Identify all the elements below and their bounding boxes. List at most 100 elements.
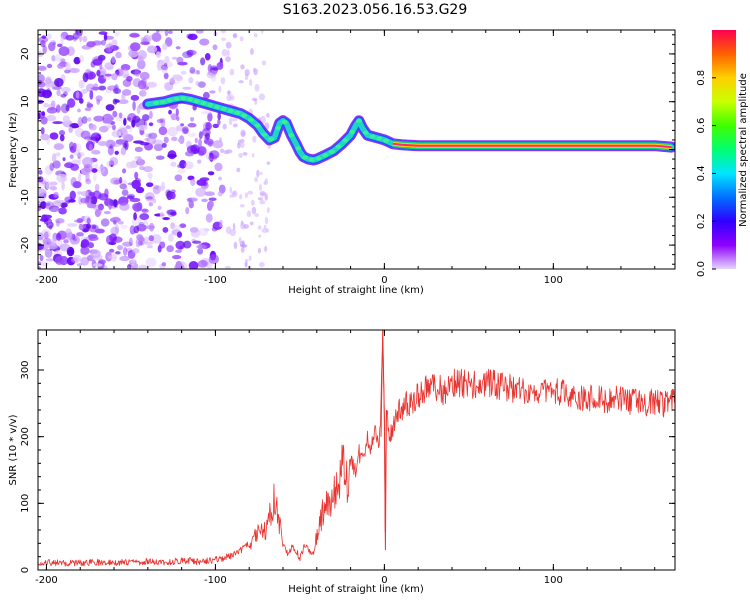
spectrogram-noise-blob: [53, 143, 65, 151]
spectrogram-noise-blob: [219, 219, 223, 226]
spectrogram-noise-blob: [51, 55, 56, 62]
spectrogram-noise-blob: [44, 248, 53, 258]
spectrogram-scatter-layer: [38, 30, 271, 269]
spectrogram-noise-blob: [166, 245, 174, 253]
spectrogram-noise-blob: [120, 224, 128, 229]
spectrogram-noise-blob: [229, 68, 235, 76]
spectrogram-noise-blob: [109, 157, 119, 166]
spectrogram-noise-blob: [231, 190, 238, 198]
spectrogram-noise-blob: [259, 171, 263, 176]
spectrogram-ridge-highlight: [288, 133, 295, 138]
spectrogram-noise-blob: [143, 241, 154, 245]
spectrogram-ridge-highlight: [160, 99, 167, 104]
spectrogram-noise-blob: [92, 173, 97, 182]
spectrogram-noise-blob: [38, 237, 44, 241]
spectrogram-noise-blob: [205, 122, 212, 131]
spectrogram-noise-blob: [184, 161, 194, 170]
spectrogram-noise-blob: [204, 132, 211, 140]
spectrogram-noise-blob: [190, 178, 196, 186]
spectrogram-noise-blob: [56, 232, 62, 241]
spectrogram-noise-blob: [161, 142, 167, 148]
spectrogram-noise-blob: [115, 251, 121, 255]
spectrogram-noise-blob: [129, 197, 141, 203]
spectrogram-noise-blob: [139, 71, 150, 80]
spectrogram-y-tick-label: 10: [20, 95, 31, 108]
spectrogram-noise-blob: [145, 257, 157, 267]
spectrogram-ridge-highlight: [214, 104, 221, 109]
spectrogram-noise-blob: [225, 56, 231, 63]
spectrogram-noise-blob: [127, 193, 136, 199]
spectrogram-noise-blob: [77, 30, 83, 37]
spectrogram-noise-blob: [122, 241, 133, 247]
spectrogram-noise-blob: [208, 140, 213, 147]
spectrogram-noise-blob: [179, 223, 187, 228]
spectrogram-noise-blob: [108, 248, 115, 253]
spectrogram-noise-blob: [60, 103, 70, 114]
spectrogram-noise-blob: [159, 117, 166, 124]
colorbar-tick-label: 0.6: [696, 118, 707, 134]
spectrogram-noise-blob: [253, 33, 258, 38]
spectrogram-noise-blob: [240, 138, 245, 144]
spectrogram-noise-blob: [93, 115, 105, 122]
spectrogram-noise-blob: [119, 202, 130, 211]
spectrogram-noise-blob: [158, 185, 165, 191]
spectrogram-noise-blob: [221, 49, 228, 57]
spectrogram-noise-blob: [132, 203, 142, 212]
spectrogram-noise-blob: [162, 217, 170, 221]
spectrogram-noise-blob: [77, 116, 83, 127]
spectrogram-noise-blob: [103, 210, 111, 215]
spectrogram-noise-blob: [155, 155, 165, 160]
spectrogram-noise-blob: [175, 46, 181, 50]
spectrogram-noise-blob: [105, 251, 113, 262]
spectrogram-noise-blob: [56, 173, 68, 183]
spectrogram-noise-blob: [200, 57, 206, 66]
spectrogram-noise-blob: [60, 93, 67, 98]
colorbar-tick-label: 0.4: [696, 165, 707, 181]
spectrogram-noise-blob: [199, 38, 210, 46]
spectrogram-noise-blob: [58, 207, 67, 215]
spectrogram-noise-blob: [126, 117, 132, 121]
spectrogram-noise-blob: [208, 254, 220, 265]
spectrogram-noise-blob: [111, 141, 122, 147]
spectrogram-ridge-highlight: [207, 103, 214, 108]
spectrogram-noise-blob: [43, 102, 49, 108]
spectrogram-noise-blob: [204, 191, 215, 197]
spectrogram-noise-blob: [60, 86, 71, 93]
spectrogram-noise-blob: [266, 112, 270, 118]
spectrogram-noise-blob: [195, 187, 207, 197]
spectrogram-noise-blob: [87, 117, 92, 122]
spectrogram-ridge-highlight: [274, 125, 281, 130]
spectrogram-noise-blob: [266, 206, 270, 214]
spectrogram-noise-blob: [187, 122, 197, 128]
spectrogram-noise-blob: [211, 67, 219, 71]
spectrogram-noise-blob: [129, 225, 135, 235]
spectrogram-noise-blob: [96, 69, 101, 77]
spectrogram-noise-blob: [148, 202, 154, 207]
spectrogram-noise-blob: [145, 196, 153, 200]
spectrogram-noise-blob: [92, 263, 103, 267]
spectrogram-noise-blob: [257, 225, 262, 230]
colorbar-tick-label: 0.8: [696, 70, 707, 86]
spectrogram-noise-blob: [62, 115, 70, 123]
spectrogram-noise-blob: [244, 258, 249, 263]
spectrogram-noise-blob: [146, 245, 153, 249]
spectrogram-noise-blob: [85, 178, 92, 185]
spectrogram-noise-blob: [46, 202, 51, 206]
spectrogram-noise-blob: [61, 181, 65, 191]
spectrogram-noise-blob: [264, 193, 268, 201]
spectrogram-noise-blob: [120, 64, 131, 71]
spectrogram-noise-blob: [38, 200, 41, 204]
spectrogram-noise-blob: [77, 191, 83, 195]
spectrogram-x-tick-label: 0: [381, 275, 387, 286]
spectrogram-ridge-highlight: [308, 157, 315, 162]
colorbar-tick-label: 0.0: [696, 261, 707, 277]
spectrogram-noise-blob: [110, 177, 122, 185]
spectrogram-noise-blob: [46, 33, 52, 40]
spectrogram-noise-blob: [54, 57, 66, 62]
spectrogram-noise-blob: [65, 232, 75, 240]
spectrogram-noise-blob: [139, 237, 145, 242]
spectrogram-noise-blob: [126, 76, 133, 82]
spectrogram-noise-blob: [133, 225, 140, 234]
spectrogram-noise-blob: [254, 84, 260, 92]
spectrogram-noise-blob: [82, 156, 94, 167]
